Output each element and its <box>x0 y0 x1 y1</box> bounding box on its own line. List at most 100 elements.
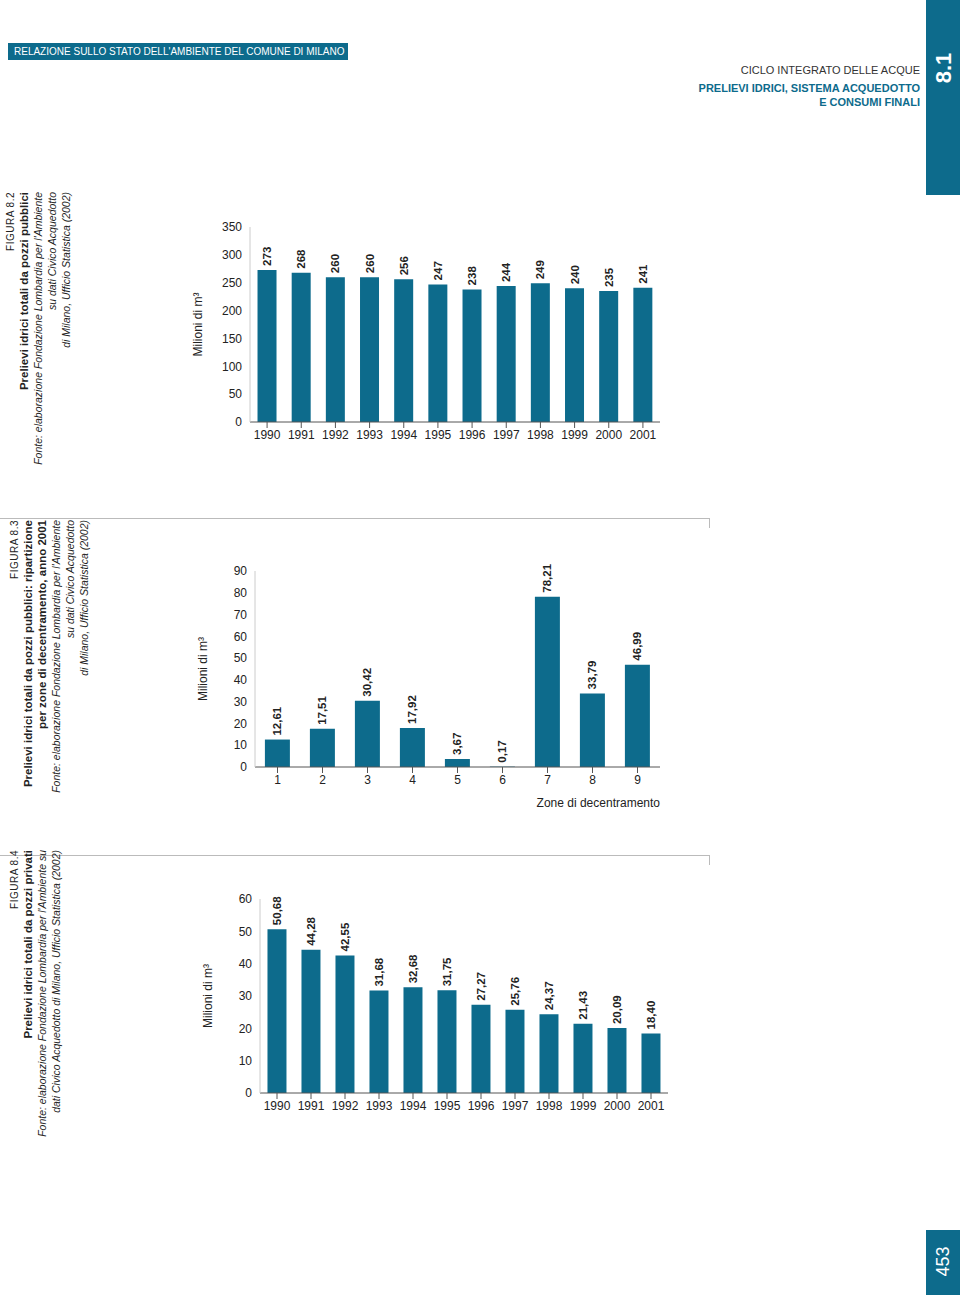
svg-text:200: 200 <box>222 304 242 318</box>
svg-text:50: 50 <box>239 925 253 939</box>
svg-text:30,42: 30,42 <box>361 668 373 697</box>
svg-text:46,99: 46,99 <box>631 632 643 661</box>
svg-text:268: 268 <box>295 249 307 269</box>
svg-text:Milioni di m³: Milioni di m³ <box>201 964 215 1028</box>
svg-text:0: 0 <box>240 760 247 774</box>
svg-text:50,68: 50,68 <box>271 896 283 925</box>
svg-text:30: 30 <box>239 989 253 1003</box>
svg-text:1998: 1998 <box>536 1099 563 1113</box>
svg-text:1998: 1998 <box>527 428 554 442</box>
svg-text:0: 0 <box>235 415 242 429</box>
svg-text:60: 60 <box>239 892 253 906</box>
svg-text:238: 238 <box>466 266 478 286</box>
svg-text:7: 7 <box>544 773 551 787</box>
svg-text:1999: 1999 <box>561 428 588 442</box>
svg-text:300: 300 <box>222 248 242 262</box>
svg-text:1991: 1991 <box>298 1099 325 1113</box>
svg-text:17,92: 17,92 <box>406 695 418 724</box>
svg-text:9: 9 <box>634 773 641 787</box>
svg-text:1997: 1997 <box>493 428 520 442</box>
svg-text:1992: 1992 <box>332 1099 359 1113</box>
svg-text:3: 3 <box>364 773 371 787</box>
svg-text:247: 247 <box>432 261 444 280</box>
svg-text:6: 6 <box>499 773 506 787</box>
svg-text:241: 241 <box>637 264 649 284</box>
svg-text:260: 260 <box>329 254 341 273</box>
svg-text:1996: 1996 <box>459 428 486 442</box>
svg-text:33,79: 33,79 <box>586 661 598 690</box>
svg-text:1993: 1993 <box>356 428 383 442</box>
svg-text:150: 150 <box>222 332 242 346</box>
html-text:CICLO INTEGRATO DELLE ACQUE: CICLO INTEGRATO DELLE ACQUE <box>740 64 920 76</box>
svg-text:0: 0 <box>245 1086 252 1100</box>
svg-text:50: 50 <box>234 651 248 665</box>
svg-text:1999: 1999 <box>570 1099 597 1113</box>
svg-text:27,27: 27,27 <box>475 972 487 1001</box>
svg-text:10: 10 <box>239 1054 253 1068</box>
svg-text:50: 50 <box>229 387 243 401</box>
svg-text:40: 40 <box>234 673 248 687</box>
svg-text:350: 350 <box>222 220 242 234</box>
svg-text:250: 250 <box>222 276 242 290</box>
svg-text:20: 20 <box>239 1022 253 1036</box>
svg-text:Zone di decentramento: Zone di decentramento <box>537 796 661 807</box>
svg-text:Milioni di m³: Milioni di m³ <box>191 292 205 356</box>
svg-text:256: 256 <box>398 256 410 275</box>
svg-text:1: 1 <box>274 773 281 787</box>
svg-text:1990: 1990 <box>264 1099 291 1113</box>
svg-text:1995: 1995 <box>425 428 452 442</box>
svg-text:100: 100 <box>222 360 242 374</box>
svg-text:60: 60 <box>234 630 248 644</box>
svg-text:32,68: 32,68 <box>407 954 419 983</box>
svg-text:44,28: 44,28 <box>305 916 317 945</box>
svg-text:2001: 2001 <box>638 1099 665 1113</box>
html-text:8.1: 8.1 <box>931 52 956 84</box>
svg-text:20: 20 <box>234 717 248 731</box>
svg-text:2001: 2001 <box>630 428 657 442</box>
svg-text:0,17: 0,17 <box>496 740 508 762</box>
svg-text:25,76: 25,76 <box>509 977 521 1006</box>
svg-text:1993: 1993 <box>366 1099 393 1113</box>
svg-text:2000: 2000 <box>604 1099 631 1113</box>
svg-text:1994: 1994 <box>390 428 417 442</box>
svg-text:4: 4 <box>409 773 416 787</box>
svg-text:80: 80 <box>234 586 248 600</box>
svg-text:21,43: 21,43 <box>577 991 589 1020</box>
svg-text:10: 10 <box>234 738 248 752</box>
svg-text:5: 5 <box>454 773 461 787</box>
svg-text:1992: 1992 <box>322 428 349 442</box>
svg-text:1997: 1997 <box>502 1099 529 1113</box>
svg-text:273: 273 <box>261 247 273 266</box>
svg-text:2: 2 <box>319 773 326 787</box>
svg-text:244: 244 <box>500 262 512 282</box>
svg-text:30: 30 <box>234 695 248 709</box>
svg-text:240: 240 <box>569 265 581 284</box>
svg-text:90: 90 <box>234 564 248 578</box>
svg-text:18,40: 18,40 <box>645 1001 657 1030</box>
svg-text:1996: 1996 <box>468 1099 495 1113</box>
svg-text:1990: 1990 <box>254 428 281 442</box>
svg-text:42,55: 42,55 <box>339 922 351 951</box>
svg-text:Milioni di m³: Milioni di m³ <box>196 637 210 701</box>
svg-text:3,67: 3,67 <box>451 733 463 755</box>
html-text:453: 453 <box>933 1246 953 1277</box>
svg-text:70: 70 <box>234 608 248 622</box>
svg-text:31,75: 31,75 <box>441 957 453 986</box>
svg-text:78,21: 78,21 <box>541 563 553 592</box>
svg-text:260: 260 <box>364 254 376 273</box>
svg-text:8: 8 <box>589 773 596 787</box>
svg-text:40: 40 <box>239 957 253 971</box>
svg-text:235: 235 <box>603 267 615 287</box>
html-text:PRELIEVI IDRICI, SISTEMA ACQUE: PRELIEVI IDRICI, SISTEMA ACQUEDOTTO <box>698 82 920 94</box>
svg-text:1991: 1991 <box>288 428 315 442</box>
svg-text:1995: 1995 <box>434 1099 461 1113</box>
svg-text:1994: 1994 <box>400 1099 427 1113</box>
svg-text:20,09: 20,09 <box>611 995 623 1024</box>
svg-text:2000: 2000 <box>595 428 622 442</box>
svg-text:17,51: 17,51 <box>316 695 328 724</box>
svg-text:31,68: 31,68 <box>373 957 385 986</box>
svg-text:24,37: 24,37 <box>543 981 555 1010</box>
svg-text:249: 249 <box>534 260 546 279</box>
svg-text:12,61: 12,61 <box>271 706 283 735</box>
html-text:E CONSUMI FINALI: E CONSUMI FINALI <box>819 96 920 108</box>
